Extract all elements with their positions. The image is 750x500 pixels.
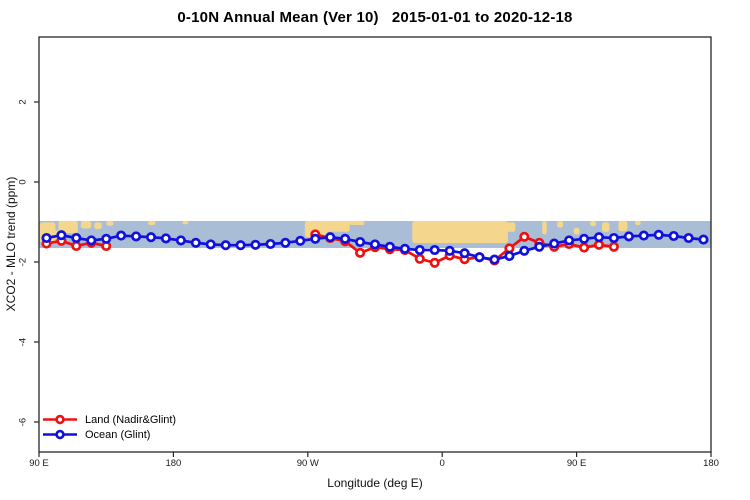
series-ocean-point: [474, 252, 485, 263]
series-ocean-point: [355, 236, 366, 248]
series-ocean-point: [519, 245, 530, 256]
map-land-patch: [148, 221, 156, 226]
map-land-patch: [590, 221, 597, 227]
series-ocean-point: [325, 232, 336, 243]
legend: Land (Nadir&Glint) Ocean (Glint): [42, 412, 176, 442]
x-tick-label: 90 E: [566, 458, 587, 469]
series-ocean-point: [399, 243, 410, 254]
chart-title: 0-10N Annual Mean (Ver 10) 2015-01-01 to…: [177, 9, 573, 26]
series-ocean-point: [340, 233, 351, 244]
series-ocean-point: [414, 244, 425, 256]
x-tick-label: 90 W: [296, 458, 319, 469]
map-land-patch: [573, 227, 580, 235]
series-ocean-point: [369, 239, 381, 250]
map-land-patch: [58, 221, 78, 234]
series-ocean-point: [101, 233, 112, 244]
series-ocean-point: [653, 229, 664, 240]
series-ocean-point: [205, 239, 216, 250]
map-land-patch: [106, 221, 114, 226]
series-ocean-point: [235, 240, 246, 251]
y-tick-label: -4: [17, 337, 29, 347]
series-ocean-point: [429, 244, 440, 256]
series-ocean-point: [683, 232, 694, 244]
legend-item-land: Land (Nadir&Glint): [42, 412, 176, 427]
series-ocean-point: [534, 241, 545, 252]
series-ocean-point: [638, 230, 649, 241]
series-ocean-point: [310, 233, 321, 244]
series-ocean-point: [131, 231, 142, 242]
map-land-patch: [506, 222, 516, 232]
series-ocean-point: [384, 241, 395, 252]
map-land-patch: [346, 221, 365, 226]
series-ocean-point: [116, 230, 127, 241]
series-land-point: [414, 253, 425, 264]
legend-label: Land (Nadir&Glint): [85, 413, 177, 426]
series-ocean-point: [41, 232, 52, 244]
x-tick-label: 0: [439, 458, 445, 469]
series-ocean-point: [459, 248, 470, 259]
series-ocean-point: [623, 231, 634, 242]
x-tick-label: 180: [165, 458, 182, 469]
plot-border: [38, 36, 712, 453]
map-land-patch: [601, 222, 610, 232]
map-land-patch: [618, 221, 628, 232]
x-tick-label: 90 E: [29, 458, 49, 469]
series-ocean-point: [86, 235, 97, 246]
x-tick-label: 180: [703, 458, 719, 469]
series-ocean-point: [579, 233, 590, 244]
series-ocean-point: [608, 232, 619, 244]
legend-sample-ocean: [43, 429, 77, 440]
y-tick-label: 0: [17, 179, 29, 185]
map-land-patch: [542, 221, 547, 235]
series-ocean-point: [145, 232, 157, 243]
series-land-point: [608, 241, 619, 252]
legend-item-ocean: Ocean (Glint): [42, 427, 176, 442]
series-ocean-point: [71, 232, 82, 244]
series-ocean-point: [265, 238, 276, 250]
legend-label: Ocean (Glint): [85, 428, 151, 441]
map-land-patch: [182, 221, 189, 225]
series-ocean-point: [175, 235, 186, 246]
map-land-patch: [94, 222, 102, 230]
series-land-point: [429, 257, 440, 268]
series-ocean-point: [504, 250, 515, 262]
series-ocean-point: [220, 240, 231, 251]
series-ocean-point: [160, 233, 171, 244]
series-ocean-point: [489, 254, 500, 265]
series-land-point: [71, 240, 82, 252]
series-ocean-point: [295, 235, 306, 246]
series-ocean-point: [444, 245, 455, 256]
map-land-patch: [412, 221, 508, 244]
series-ocean-point: [190, 237, 201, 248]
series-ocean-point: [668, 230, 679, 242]
series-ocean-point: [698, 234, 709, 245]
series-ocean-point: [549, 238, 560, 249]
legend-sample-land: [43, 414, 77, 425]
map-land-patch: [80, 221, 92, 229]
y-tick-label: -2: [17, 257, 29, 267]
map-land-patch: [634, 221, 641, 226]
map-land-patch: [322, 221, 350, 232]
map-land-patch: [557, 221, 564, 228]
series-ocean-point: [564, 235, 575, 246]
y-tick-label: -6: [17, 417, 29, 427]
series-land-point: [519, 231, 530, 242]
series-ocean-point: [280, 237, 291, 248]
series-ocean-point: [250, 239, 261, 250]
series-ocean-point: [56, 230, 67, 241]
series-ocean-point: [593, 232, 605, 243]
series-land-point: [355, 247, 366, 258]
series-land-point: [579, 242, 590, 253]
y-tick-label: 2: [17, 99, 29, 105]
x-axis-title: Longitude (deg E): [327, 476, 423, 490]
